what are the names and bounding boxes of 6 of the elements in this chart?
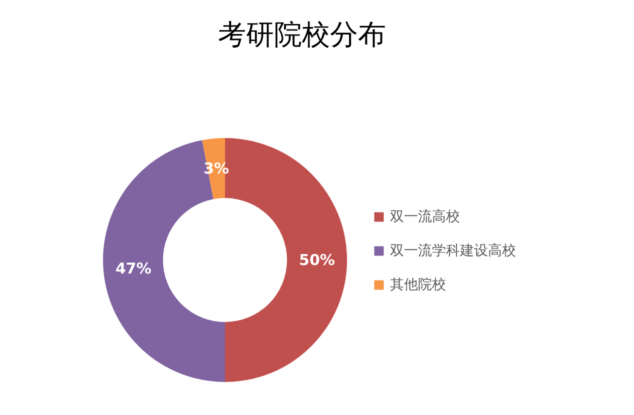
- data-label: 50%: [299, 251, 335, 269]
- legend-label: 其他院校: [390, 277, 446, 293]
- chart-title: 考研院校分布: [218, 18, 386, 51]
- legend-label: 双一流高校: [390, 209, 460, 225]
- legend-label: 双一流学科建设高校: [390, 243, 516, 259]
- data-label: 47%: [115, 260, 152, 278]
